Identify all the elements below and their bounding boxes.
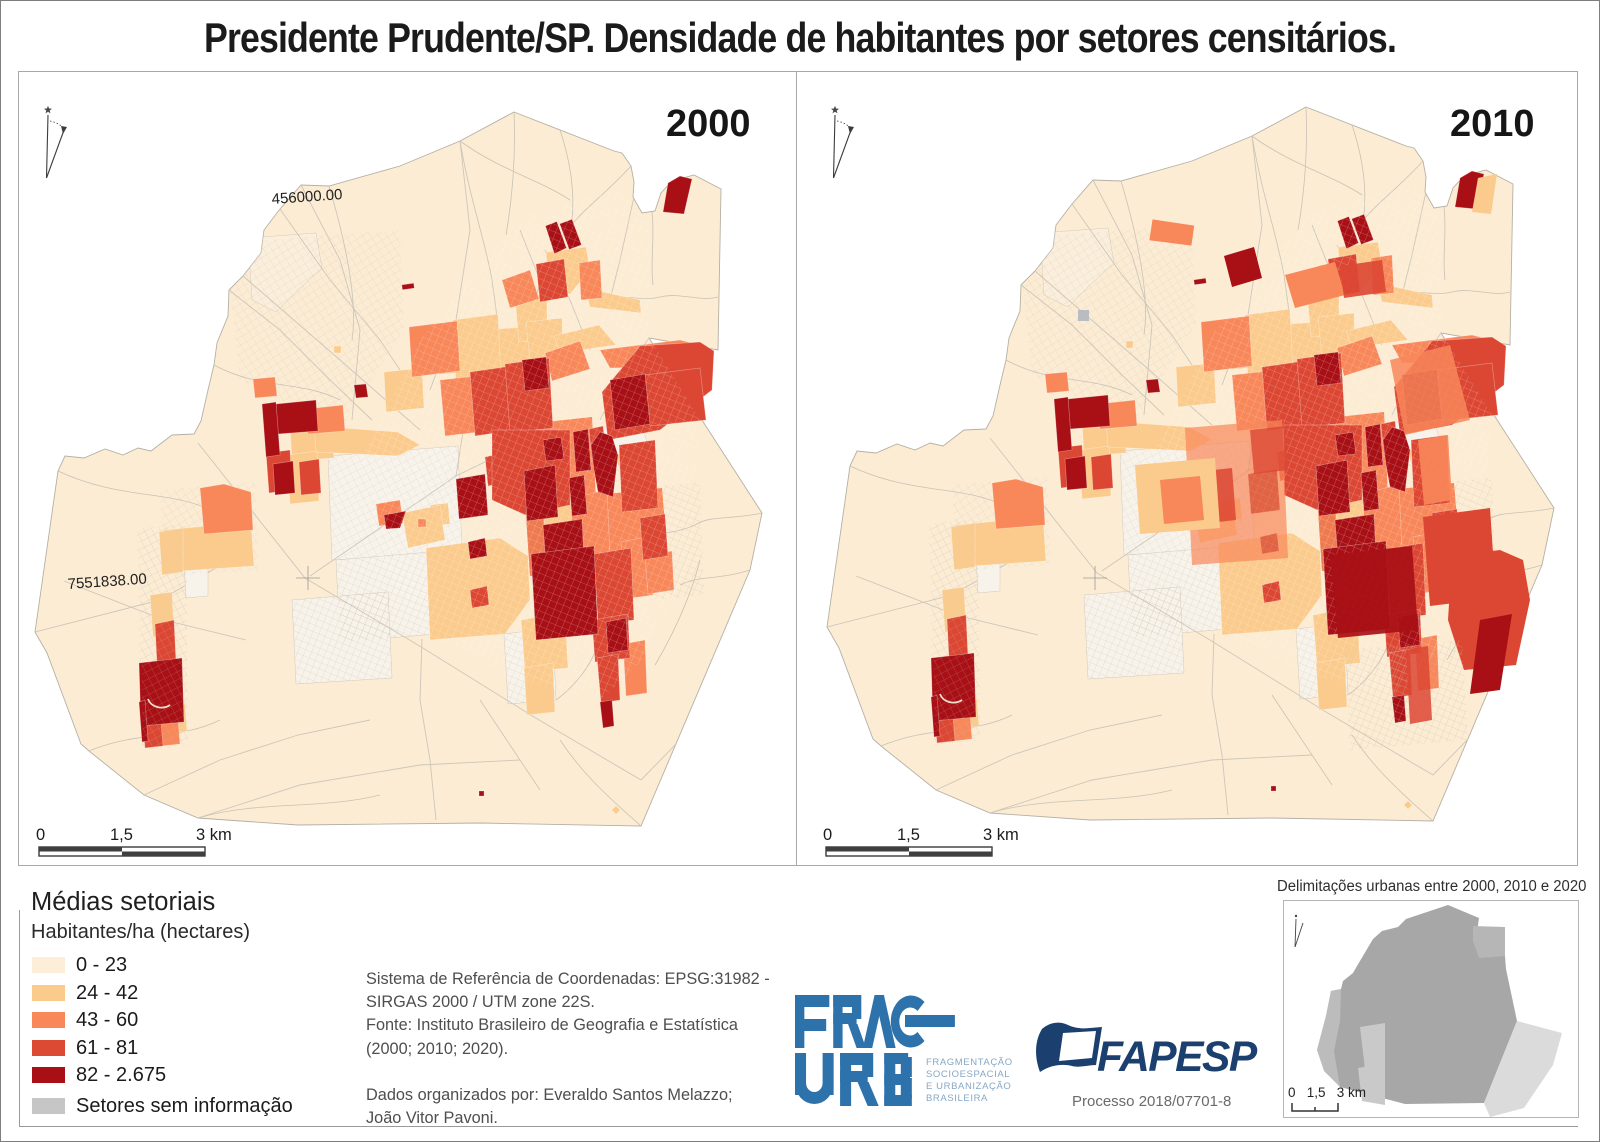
svg-text:7551838.00: 7551838.00 (67, 571, 147, 593)
svg-text:0 1,5 3 km: 0 1,5 3 km (1288, 1085, 1366, 1100)
svg-text:456000.00: 456000.00 (271, 186, 343, 208)
svg-text:FAPESP: FAPESP (1097, 1034, 1258, 1081)
